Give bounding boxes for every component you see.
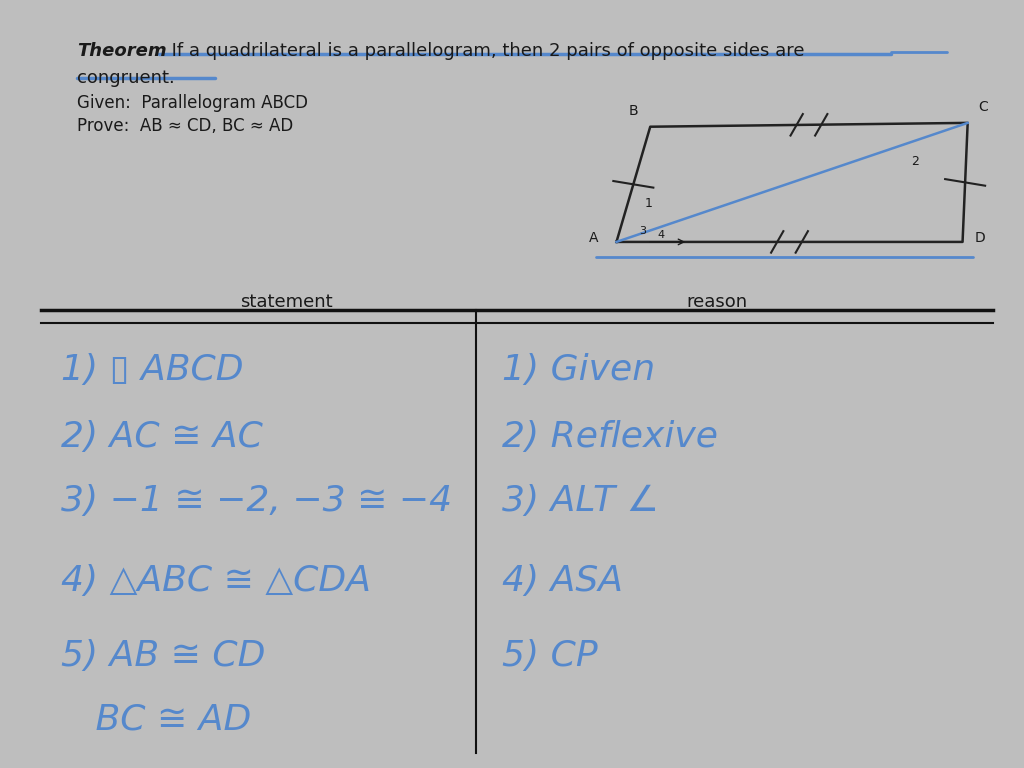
Text: A: A — [589, 231, 598, 245]
Text: 3) ALT ∠: 3) ALT ∠ — [502, 484, 658, 518]
Text: congruent.: congruent. — [77, 69, 174, 87]
Text: 3) −1 ≅ −2, −3 ≅ −4: 3) −1 ≅ −2, −3 ≅ −4 — [61, 484, 453, 518]
Text: 2: 2 — [911, 155, 920, 168]
Text: statement: statement — [241, 293, 333, 311]
Text: 4) ASA: 4) ASA — [502, 564, 623, 598]
Text: 1) Given: 1) Given — [502, 353, 655, 387]
Text: C: C — [978, 100, 988, 114]
Text: 1: 1 — [645, 197, 653, 210]
Text: 4) △ABC ≅ △CDA: 4) △ABC ≅ △CDA — [61, 564, 372, 598]
Text: Prove:  AB ≈ CD, BC ≈ AD: Prove: AB ≈ CD, BC ≈ AD — [77, 117, 293, 134]
Text: 5) AB ≅ CD: 5) AB ≅ CD — [61, 639, 266, 673]
Text: BC ≅ AD: BC ≅ AD — [61, 703, 252, 737]
Text: 2) AC ≅ AC: 2) AC ≅ AC — [61, 420, 263, 454]
Text: : If a quadrilateral is a parallelogram, then 2 pairs of opposite sides are: : If a quadrilateral is a parallelogram,… — [154, 42, 804, 60]
Text: 3: 3 — [639, 227, 646, 237]
Text: 5) CP: 5) CP — [502, 639, 597, 673]
Text: D: D — [975, 231, 985, 245]
Text: B: B — [629, 104, 638, 118]
Text: 1) ▯ ABCD: 1) ▯ ABCD — [61, 353, 244, 387]
Text: 4: 4 — [657, 230, 665, 240]
Text: Theorem: Theorem — [77, 42, 167, 60]
Text: Given:  Parallelogram ABCD: Given: Parallelogram ABCD — [77, 94, 308, 112]
Text: 2) Reflexive: 2) Reflexive — [502, 420, 718, 454]
Text: reason: reason — [686, 293, 748, 311]
